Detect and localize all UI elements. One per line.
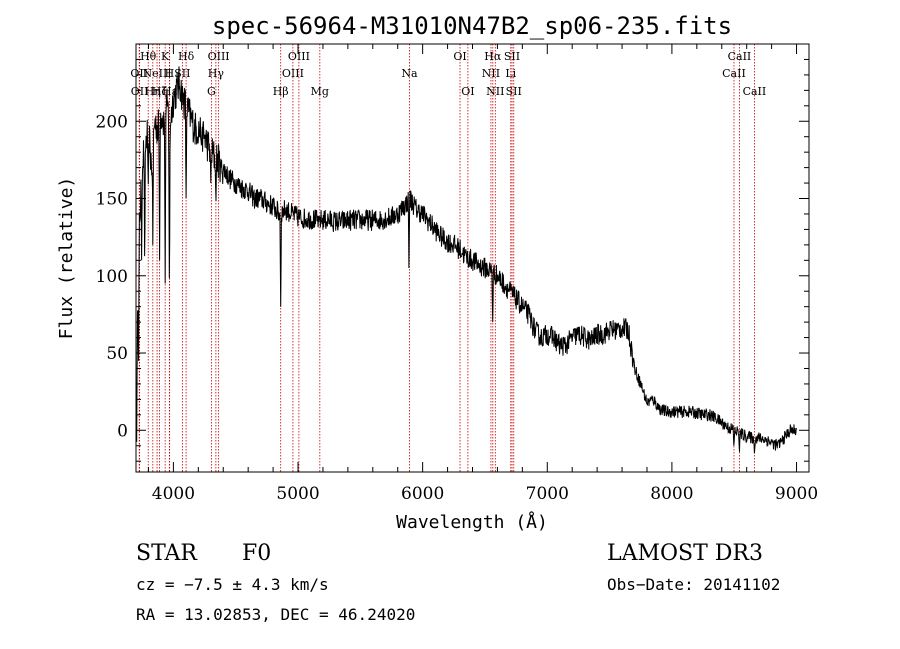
spectral-line-label: OIII: [208, 50, 230, 63]
y-tick-label: 150: [96, 190, 128, 210]
spectral-line-label: Hζ: [152, 85, 168, 98]
x-axis-ticks: 4000 5000 6000 7000 8000 9000: [147, 44, 818, 504]
spectral-line-label: Hβ: [273, 85, 289, 98]
x-axis-label: Wavelength (Å): [396, 511, 548, 533]
spectral-line-label: K: [161, 50, 170, 63]
spectral-line-label: CaII: [728, 50, 752, 63]
x-tick-label: 6000: [401, 484, 444, 504]
y-tick-label: 200: [96, 112, 128, 132]
y-tick-label: 100: [96, 267, 128, 287]
y-axis-label: Flux (relative): [56, 177, 77, 340]
x-tick-label: 5000: [276, 484, 319, 504]
spectral-line-label: Hθ: [140, 50, 157, 63]
spectral-line-label: Hη: [145, 85, 161, 98]
spectral-line-label: Hδ: [178, 50, 195, 63]
spectral-line-labels: OIIOIIHθHηNeIIIHζKHHεSIIHδGHγOIIIHβOIIIO…: [130, 50, 766, 98]
spectral-line-label: OIII: [288, 50, 310, 63]
spectral-line-label: Li: [505, 67, 516, 80]
spectral-line-label: OI: [453, 50, 466, 63]
spectral-line-label: Na: [401, 67, 418, 80]
spectral-line-label: NeIII: [142, 67, 171, 80]
object-class: STAR: [136, 541, 198, 566]
y-tick-label: 0: [117, 421, 128, 441]
y-tick-label: 50: [106, 344, 128, 364]
redshift-info: cz = −7.5 ± 4.3 km/s: [136, 575, 329, 594]
y-axis-ticks: 0 50 100 150 200: [96, 58, 809, 462]
spectral-line-label: CaII: [743, 85, 767, 98]
object-subclass: F0: [242, 541, 271, 566]
spectral-line-label: SII: [504, 50, 520, 63]
chart-title: spec-56964-M31010N47B2_sp06-235.fits: [212, 12, 732, 40]
spectral-line-label: OI: [461, 85, 474, 98]
x-tick-label: 9000: [775, 484, 818, 504]
spectral-line-label: G: [207, 85, 216, 98]
spectral-line-label: NII: [482, 67, 500, 80]
obs-date: Obs−Date: 20141102: [607, 575, 780, 594]
spectral-line-label: Hα: [484, 50, 502, 63]
x-tick-label: 4000: [152, 484, 195, 504]
spectral-line-label: NII: [486, 85, 504, 98]
spectral-line-label: CaII: [722, 67, 746, 80]
spectral-line-label: H: [165, 67, 175, 80]
spectral-line-label: OII: [130, 67, 148, 80]
survey-name: LAMOST DR3: [607, 541, 763, 566]
plot-frame: [135, 43, 810, 473]
x-tick-label: 8000: [650, 484, 693, 504]
spectrum-line: [135, 66, 797, 454]
spectral-line-label: OIII: [282, 67, 304, 80]
spectral-line-label: Hγ: [208, 67, 225, 80]
x-tick-label: 7000: [526, 484, 569, 504]
spectral-line-label: Mg: [311, 85, 329, 98]
spectral-line-label: SII: [506, 85, 522, 98]
coordinates: RA = 13.02853, DEC = 46.24020: [136, 605, 415, 624]
spectral-line-label: OII: [131, 85, 149, 98]
